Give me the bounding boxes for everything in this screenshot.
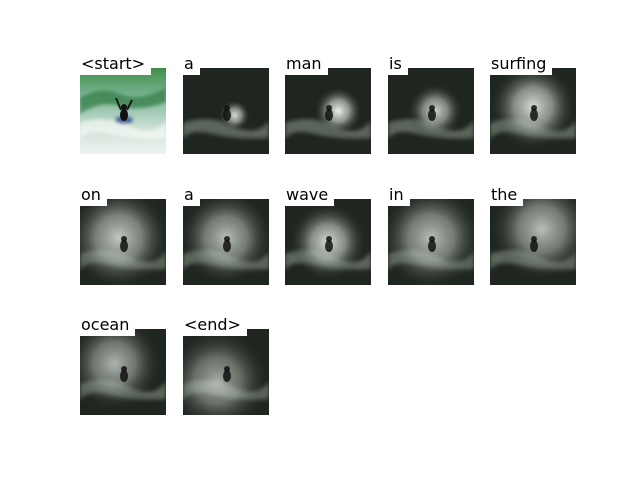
word-label: the bbox=[490, 186, 524, 206]
word-label: surfing bbox=[490, 55, 553, 75]
attention-map bbox=[80, 329, 166, 415]
attention-panel bbox=[285, 68, 371, 154]
word-label: in bbox=[388, 186, 410, 206]
attention-panel bbox=[183, 199, 269, 285]
attention-map bbox=[285, 199, 371, 285]
source-image bbox=[80, 68, 166, 154]
word-label: on bbox=[80, 186, 107, 206]
attention-map bbox=[285, 68, 371, 154]
attention-map bbox=[183, 199, 269, 285]
attention-panel bbox=[80, 68, 166, 154]
word-label: <end> bbox=[183, 316, 247, 336]
attention-panel bbox=[285, 199, 371, 285]
word-label: a bbox=[183, 55, 200, 75]
attention-panel bbox=[388, 68, 474, 154]
attention-panel bbox=[183, 68, 269, 154]
attention-map bbox=[183, 68, 269, 154]
attention-panel bbox=[490, 68, 576, 154]
attention-panel bbox=[80, 329, 166, 415]
word-label: a bbox=[183, 186, 200, 206]
attention-panel bbox=[183, 329, 269, 415]
attention-panel bbox=[490, 199, 576, 285]
word-label: ocean bbox=[80, 316, 136, 336]
attention-map bbox=[490, 68, 576, 154]
attention-map bbox=[183, 329, 269, 415]
attention-panel bbox=[80, 199, 166, 285]
attention-map bbox=[388, 68, 474, 154]
word-label: wave bbox=[285, 186, 335, 206]
word-label: man bbox=[285, 55, 328, 75]
attention-map bbox=[80, 199, 166, 285]
attention-map bbox=[388, 199, 474, 285]
attention-map bbox=[490, 199, 576, 285]
attention-panel bbox=[388, 199, 474, 285]
word-label: <start> bbox=[80, 55, 152, 75]
word-label: is bbox=[388, 55, 408, 75]
